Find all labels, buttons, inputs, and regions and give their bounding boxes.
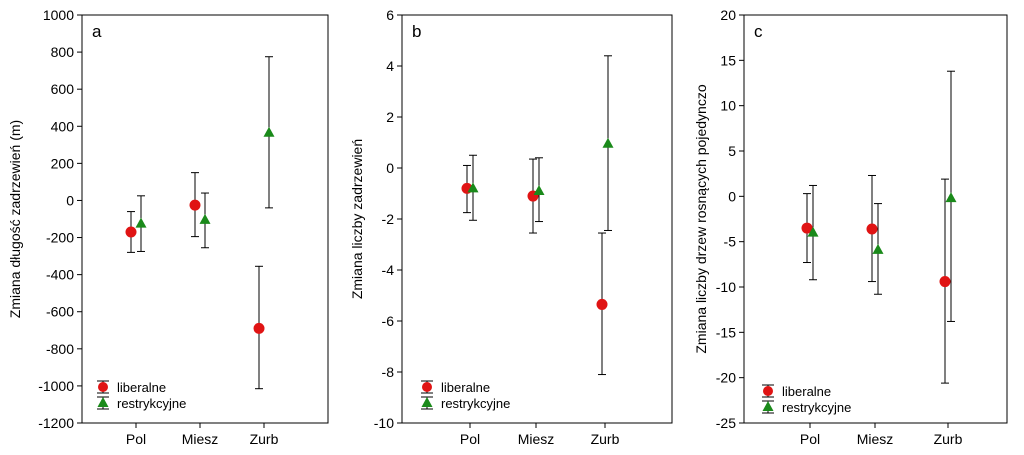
y-tick-label: -10 [374, 415, 394, 431]
y-tick-label: 0 [728, 188, 736, 204]
point-restrykcyjne [135, 217, 147, 228]
y-tick-label: 400 [51, 118, 75, 134]
point-liberalne [801, 222, 813, 234]
legend-marker-restrykcyjne [762, 401, 774, 411]
x-tick-label: Miesz [857, 431, 894, 447]
panel-c: 20 15 10 5 0 -5 -10 -15 -20 -25 Pol Miesz Zurb Zmiana… [693, 7, 1008, 447]
y-tick-label: 10 [720, 98, 736, 114]
x-tick-label: Pol [800, 431, 820, 447]
point-liberalne [939, 276, 951, 288]
plot-frame [81, 14, 329, 424]
x-tick-label: Pol [126, 431, 146, 447]
y-tick-label: 5 [728, 143, 736, 159]
y-tick-label: -4 [382, 262, 395, 278]
panel-label: a [92, 22, 102, 41]
y-tick-label: 15 [720, 52, 736, 68]
point-liberalne [253, 322, 265, 334]
y-tick-label: 600 [51, 81, 75, 97]
y-axis-label: Zmiana liczby drzew rosnących pojedynczo [693, 84, 709, 353]
x-tick-label: Zurb [934, 431, 963, 447]
y-tick-label: 2 [386, 109, 394, 125]
point-restrykcyjne [872, 243, 884, 254]
legend-label: restrykcyjne [441, 396, 510, 411]
point-restrykcyjne [263, 126, 275, 137]
legend-label: liberalne [441, 380, 490, 395]
legend-marker-liberalne [422, 382, 432, 392]
plot-frame [401, 14, 673, 424]
y-tick-label: 200 [51, 155, 75, 171]
y-tick-label: 0 [66, 192, 74, 208]
point-restrykcyjne [533, 184, 545, 195]
y-tick-label: -2 [382, 211, 395, 227]
y-tick-label: -6 [382, 313, 395, 329]
panel-b: 6 4 2 0 -2 -4 -6 -8 -10 Pol Miesz Zurb Zmiana liczby… [349, 7, 673, 447]
point-liberalne [866, 223, 878, 235]
y-tick-label: -5 [724, 234, 737, 250]
legend-marker-restrykcyjne [97, 397, 109, 407]
point-restrykcyjne [467, 182, 479, 193]
y-tick-label: -15 [716, 324, 736, 340]
x-tick-label: Zurb [250, 431, 279, 447]
y-tick-label: -10 [716, 279, 736, 295]
y-axis-label: Zmiana liczby zadrzewień [349, 139, 365, 299]
legend-marker-liberalne [98, 382, 108, 392]
y-axis-label: Zmiana długość zadrzewień (m) [7, 120, 23, 318]
y-tick-label: -400 [46, 267, 74, 283]
point-restrykcyjne [807, 226, 819, 237]
point-liberalne [189, 199, 201, 211]
panel-label: c [754, 22, 763, 41]
point-restrykcyjne [199, 213, 211, 224]
y-tick-label: -20 [716, 370, 736, 386]
point-liberalne [125, 226, 137, 238]
legend-label: liberalne [117, 380, 166, 395]
x-tick-label: Miesz [182, 431, 219, 447]
y-tick-label: 6 [386, 7, 394, 23]
point-restrykcyjne [945, 192, 957, 203]
plot-frame [743, 14, 1008, 424]
y-tick-label: -1200 [38, 415, 74, 431]
y-tick-label: 4 [386, 58, 394, 74]
y-tick-label: -1000 [38, 378, 74, 394]
x-tick-label: Zurb [591, 431, 620, 447]
legend-label: restrykcyjne [782, 400, 851, 415]
y-tick-label: 800 [51, 44, 75, 60]
y-tick-label: -25 [716, 415, 736, 431]
panel-label: b [412, 22, 421, 41]
panel-a: 1000 800 600 400 200 0 -200 -400 -600 -800 -1000 -1… [7, 7, 329, 447]
y-tick-label: 20 [720, 7, 736, 23]
legend-marker-restrykcyjne [421, 397, 433, 407]
y-tick-label: -800 [46, 341, 74, 357]
y-tick-label: 0 [386, 160, 394, 176]
legend-label: liberalne [782, 384, 831, 399]
y-tick-label: -600 [46, 304, 74, 320]
y-tick-label: -8 [382, 364, 395, 380]
legend-marker-liberalne [763, 386, 773, 396]
y-tick-label: -200 [46, 230, 74, 246]
legend-label: restrykcyjne [117, 396, 186, 411]
x-tick-label: Pol [460, 431, 480, 447]
y-tick-label: 1000 [43, 7, 74, 23]
point-liberalne [596, 298, 608, 310]
x-tick-label: Miesz [518, 431, 555, 447]
point-restrykcyjne [602, 137, 614, 148]
